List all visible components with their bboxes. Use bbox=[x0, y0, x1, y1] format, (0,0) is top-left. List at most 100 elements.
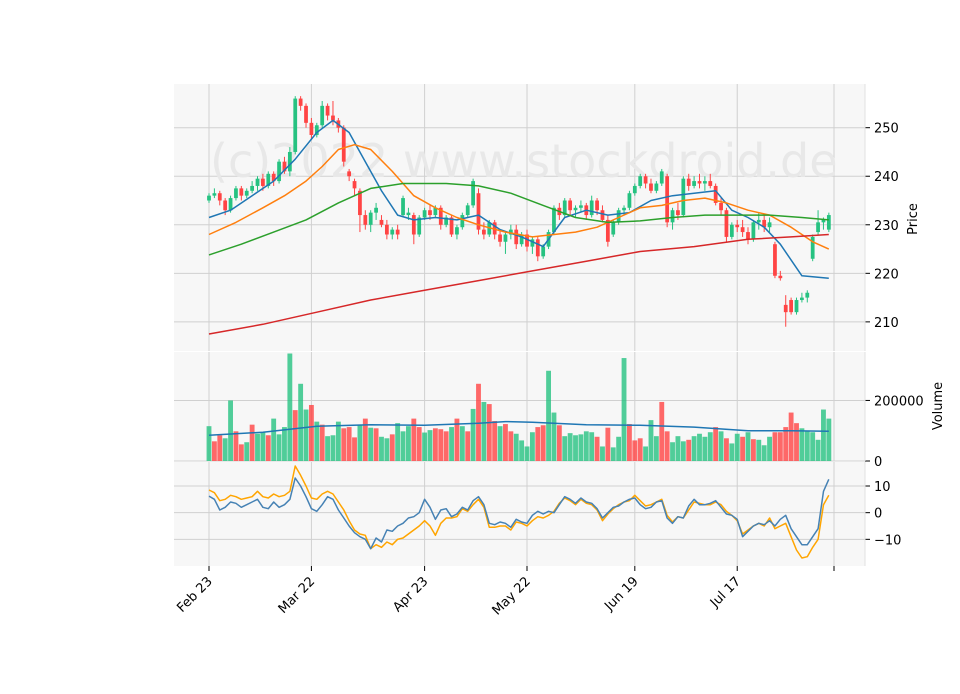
candle-body bbox=[697, 181, 702, 184]
candle-body bbox=[552, 207, 556, 233]
candle-body bbox=[244, 190, 249, 196]
volume-bar bbox=[357, 424, 363, 461]
volume-bar bbox=[573, 435, 578, 461]
candle-body bbox=[649, 183, 653, 191]
candle-body bbox=[740, 227, 745, 233]
volume-bar bbox=[637, 438, 643, 461]
volume-bar bbox=[411, 418, 417, 461]
candle-body bbox=[643, 176, 648, 184]
candle-body bbox=[438, 207, 443, 225]
candle-body bbox=[616, 210, 621, 223]
indicator-lines bbox=[208, 119, 830, 559]
volume-bar bbox=[335, 421, 341, 461]
volume-bar bbox=[406, 426, 411, 461]
volume-bar bbox=[217, 435, 223, 461]
volume-bar bbox=[745, 432, 751, 461]
candle-body bbox=[428, 210, 432, 216]
candle-body bbox=[805, 292, 810, 298]
volume-bar bbox=[605, 427, 611, 461]
volume-bar bbox=[664, 431, 670, 461]
candle-body bbox=[767, 222, 772, 228]
volume-bar bbox=[578, 434, 584, 461]
volume-bars bbox=[206, 353, 832, 461]
volume-bar bbox=[287, 353, 293, 461]
volume-bar bbox=[389, 434, 395, 461]
volume-bar bbox=[713, 427, 719, 461]
candle-body bbox=[325, 105, 330, 116]
volume-bar bbox=[680, 441, 686, 461]
volume-bar bbox=[449, 427, 454, 461]
volume-bar bbox=[228, 400, 233, 461]
volume-bar bbox=[325, 436, 331, 461]
volume-bar bbox=[567, 433, 573, 461]
candle-body bbox=[654, 183, 659, 191]
volume-bar bbox=[594, 436, 600, 461]
candle-body bbox=[417, 217, 422, 235]
volume-bar bbox=[616, 436, 622, 461]
volume-bar bbox=[718, 431, 724, 461]
volume-bar bbox=[368, 427, 374, 461]
candle-body bbox=[449, 217, 454, 235]
volume-bar bbox=[265, 435, 271, 461]
volume-bar bbox=[659, 401, 665, 461]
candle-body bbox=[207, 195, 211, 201]
candle-body bbox=[379, 219, 384, 225]
candle-body bbox=[250, 185, 255, 191]
candle-body bbox=[455, 227, 459, 235]
candle-body bbox=[622, 207, 626, 211]
volume-bar bbox=[783, 427, 789, 461]
candle-body bbox=[228, 198, 233, 211]
price-y-tick-label: 220 bbox=[874, 267, 899, 282]
macd-y-tick-label: 10 bbox=[874, 480, 891, 495]
volume-bar bbox=[330, 435, 336, 461]
candle-body bbox=[390, 229, 395, 235]
volume-bar bbox=[206, 426, 212, 461]
candle-body bbox=[810, 236, 815, 259]
macd-y-tick-label: 0 bbox=[874, 507, 882, 522]
volume-bar bbox=[729, 443, 735, 461]
volume-bar bbox=[476, 383, 481, 461]
volume-bar bbox=[373, 428, 379, 461]
candle-body bbox=[444, 217, 449, 225]
candle-body bbox=[724, 210, 729, 237]
candle-body bbox=[465, 205, 470, 216]
volume-bar bbox=[400, 431, 406, 461]
candle-body bbox=[670, 210, 675, 223]
volume-bar bbox=[777, 432, 783, 461]
x-tick-label: May 22 bbox=[490, 574, 534, 618]
volume-bar bbox=[551, 412, 557, 461]
candle-body bbox=[304, 105, 308, 123]
volume-bar bbox=[341, 428, 347, 461]
candle-body bbox=[659, 171, 664, 184]
candle-body bbox=[352, 181, 357, 189]
volume-bar bbox=[788, 412, 794, 461]
candle-body bbox=[713, 185, 718, 203]
volume-bar bbox=[691, 436, 697, 461]
candle-body bbox=[482, 229, 486, 235]
x-tick-label: Jun 19 bbox=[601, 574, 641, 614]
x-tick-label: Jul 17 bbox=[707, 574, 744, 611]
candle-body bbox=[411, 215, 416, 235]
candle-body bbox=[508, 229, 513, 235]
candle-body bbox=[514, 229, 519, 245]
volume-bar bbox=[384, 438, 390, 461]
volume-bar bbox=[529, 432, 535, 461]
volume-bar bbox=[379, 436, 384, 461]
volume-bar bbox=[470, 408, 476, 461]
volume-bar bbox=[443, 431, 449, 461]
candle-body bbox=[789, 300, 794, 313]
price-ma-line-3 bbox=[208, 182, 829, 256]
volume-bar bbox=[416, 427, 422, 461]
candle-body bbox=[374, 207, 378, 213]
candle-body bbox=[406, 212, 411, 216]
candle-body bbox=[627, 193, 632, 208]
candle-body bbox=[223, 200, 228, 211]
candle-body bbox=[562, 200, 567, 216]
candle-body bbox=[702, 181, 707, 184]
watermark: (c)2022 www.stockdroid.de bbox=[210, 134, 838, 188]
candle-body bbox=[239, 188, 244, 196]
candle-body bbox=[293, 98, 298, 152]
volume-bar bbox=[249, 424, 255, 461]
candle-body bbox=[816, 222, 820, 233]
candle-body bbox=[277, 161, 281, 182]
